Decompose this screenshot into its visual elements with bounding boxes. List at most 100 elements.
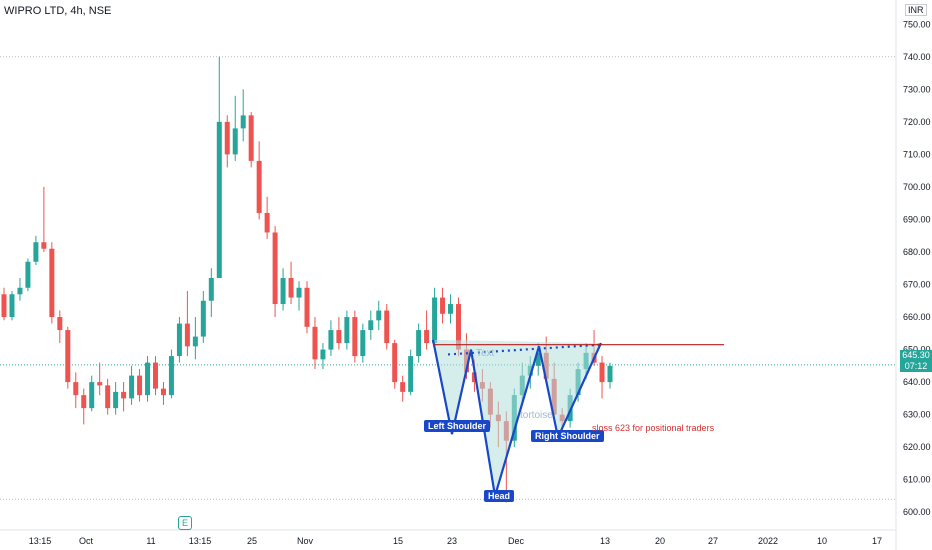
candle-16	[129, 366, 134, 405]
candle-body	[169, 356, 174, 395]
y-tick-label: 710.00	[903, 149, 931, 159]
candle-body	[241, 115, 246, 128]
left-shoulder-label[interactable]: Left Shoulder	[424, 420, 490, 432]
candle-body	[105, 385, 110, 408]
x-tick-label: 15	[393, 536, 403, 546]
candle-body	[17, 288, 22, 295]
candle-body	[217, 122, 222, 278]
candle-body	[608, 366, 613, 382]
x-tick-label: 13	[600, 536, 610, 546]
current-price-label: 645.30 07:12	[900, 350, 932, 372]
candle-51	[408, 350, 413, 396]
candle-body	[352, 317, 357, 356]
candle-body	[416, 330, 421, 356]
candle-27	[217, 57, 222, 278]
candle-body	[161, 389, 166, 396]
candle-45	[360, 324, 365, 363]
candle-38	[305, 281, 310, 333]
candle-19	[153, 356, 158, 395]
y-tick-label: 670.00	[903, 280, 931, 290]
candle-55	[440, 288, 445, 324]
candle-52	[416, 324, 421, 363]
candle-body	[113, 392, 118, 408]
candle-13	[105, 379, 110, 415]
candle-body	[209, 278, 214, 301]
candle-46	[368, 311, 373, 340]
candle-body	[121, 392, 126, 399]
candle-5	[41, 187, 46, 252]
candle-body	[97, 382, 102, 385]
head-and-shoulders-pattern[interactable]	[433, 340, 724, 496]
candle-47	[376, 301, 381, 330]
candle-20	[161, 382, 166, 405]
earnings-icon[interactable]: E	[178, 516, 192, 530]
candle-body	[392, 343, 397, 382]
x-tick-label: 11	[146, 536, 155, 546]
symbol-title: WIPRO LTD, 4h, NSE	[4, 5, 111, 17]
candle-body	[25, 262, 30, 288]
candle-body	[273, 232, 278, 304]
candles	[2, 57, 613, 503]
y-tick-label: 660.00	[903, 312, 931, 322]
candle-33	[265, 197, 270, 239]
candle-56	[448, 294, 453, 323]
currency-badge[interactable]: INR	[905, 4, 927, 16]
candle-32	[257, 141, 262, 219]
candle-42	[336, 317, 341, 350]
candle-body	[344, 317, 349, 343]
candle-43	[344, 311, 349, 350]
candle-body	[297, 288, 302, 298]
candle-11	[89, 376, 94, 412]
y-axis: 600.00 610.00 620.00 630.00 640.00 650.00 660.…	[903, 19, 931, 517]
candle-body	[368, 320, 373, 330]
candle-12	[97, 363, 102, 396]
x-tick-label: 17	[872, 536, 882, 546]
candle-26	[209, 268, 214, 317]
candle-body	[33, 242, 38, 262]
x-axis: 13:15 Oct 11 13:15 25 Nov 15 23 Dec 13 20 27 2022 10 1…	[29, 536, 882, 546]
candle-7	[57, 311, 62, 344]
candle-body	[65, 330, 70, 382]
x-tick-label: 20	[655, 536, 665, 546]
candle-body	[400, 382, 405, 392]
candle-body	[137, 376, 142, 396]
candle-body	[41, 242, 46, 249]
candle-3	[25, 258, 30, 291]
x-tick-label: 10	[817, 536, 827, 546]
head-label[interactable]: Head	[484, 490, 514, 502]
y-tick-label: 700.00	[903, 182, 931, 192]
candle-body	[448, 304, 453, 314]
candle-4	[33, 236, 38, 265]
x-tick-label: Dec	[508, 536, 525, 546]
candle-body	[424, 330, 429, 343]
y-tick-label: 730.00	[903, 84, 931, 94]
candle-body	[305, 288, 310, 327]
candle-body	[384, 311, 389, 344]
candle-body	[320, 350, 325, 360]
watermark-tortoise: tortoise	[520, 410, 553, 421]
candle-44	[352, 311, 357, 363]
candle-body	[328, 330, 333, 350]
candle-49	[392, 340, 397, 389]
candle-body	[312, 327, 317, 360]
stoploss-note[interactable]: sloss 623 for positional traders	[592, 423, 714, 433]
candle-body	[408, 356, 413, 392]
candle-body	[145, 363, 150, 396]
candle-body	[233, 128, 238, 154]
candle-14	[113, 382, 118, 415]
candle-22	[177, 317, 182, 363]
candle-48	[384, 304, 389, 350]
candle-body	[81, 395, 86, 408]
y-tick-label: 680.00	[903, 247, 931, 257]
candle-21	[169, 350, 174, 399]
candle-body	[49, 249, 54, 317]
candle-body	[129, 376, 134, 399]
x-tick-label: 2022	[758, 536, 778, 546]
candle-body	[281, 278, 286, 304]
y-tick-label: 750.00	[903, 19, 931, 29]
candle-30	[241, 89, 246, 141]
candle-body	[57, 317, 62, 330]
x-tick-label: 23	[447, 536, 457, 546]
